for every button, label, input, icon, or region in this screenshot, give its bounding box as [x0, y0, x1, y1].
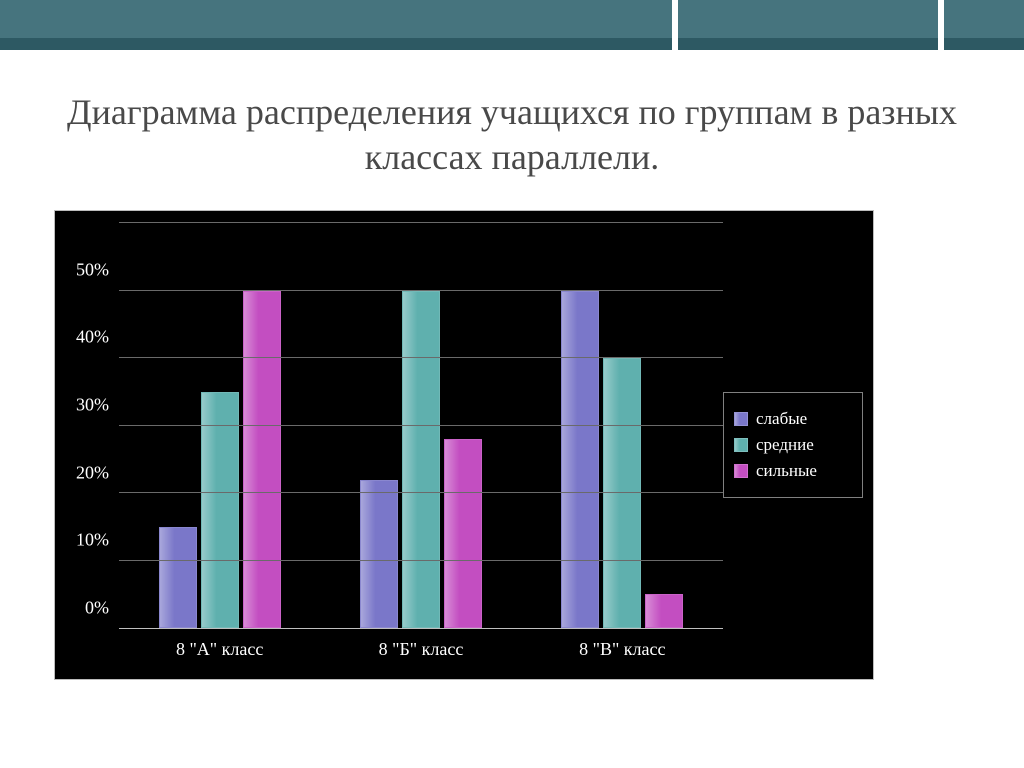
chart-frame: 0%10%20%30%40%50%60% 8 "А" класс8 "Б" кл…: [54, 210, 874, 680]
header-band: [0, 0, 1024, 50]
x-tick-label: 8 "А" класс: [145, 639, 295, 660]
chart-body: 0%10%20%30%40%50%60% 8 "А" класс8 "Б" кл…: [55, 211, 873, 679]
legend-label: средние: [756, 435, 814, 455]
y-axis: 0%10%20%30%40%50%60%: [55, 211, 119, 679]
legend-item: средние: [734, 435, 852, 455]
plot-wrap: 8 "А" класс 8 "Б" класс 8 "В" класс: [119, 211, 723, 679]
y-tick-label: 30%: [76, 395, 109, 416]
bar: [201, 392, 239, 628]
x-tick-label: 8 "В" класс: [547, 639, 697, 660]
legend-box: слабые средние сильные: [723, 392, 863, 498]
legend-label: сильные: [756, 461, 817, 481]
legend: слабые средние сильные: [723, 211, 873, 679]
page-title: Диаграмма распределения учащихся по груп…: [50, 90, 974, 180]
gridline: [119, 290, 723, 291]
legend-label: слабые: [756, 409, 807, 429]
y-tick-label: 0%: [85, 598, 109, 619]
gridline: [119, 357, 723, 358]
bar-group: [561, 223, 683, 628]
band-segment: [0, 38, 672, 50]
gridline: [119, 425, 723, 426]
y-tick-label: 50%: [76, 259, 109, 280]
bar-groups: [119, 223, 723, 628]
legend-swatch: [734, 438, 748, 452]
band-segment: [678, 38, 938, 50]
bar: [444, 439, 482, 628]
bar: [645, 594, 683, 628]
y-tick-label: 20%: [76, 462, 109, 483]
bar-group: [360, 223, 482, 628]
plot-area: [119, 223, 723, 629]
legend-item: слабые: [734, 409, 852, 429]
legend-item: сильные: [734, 461, 852, 481]
legend-swatch: [734, 412, 748, 426]
gridline: [119, 560, 723, 561]
y-tick-label: 40%: [76, 327, 109, 348]
bar: [360, 480, 398, 629]
bar: [402, 291, 440, 629]
x-tick-label: 8 "Б" класс: [346, 639, 496, 660]
slide-body: Диаграмма распределения учащихся по груп…: [0, 50, 1024, 710]
x-axis: 8 "А" класс 8 "Б" класс 8 "В" класс: [119, 629, 723, 671]
bar: [561, 291, 599, 629]
band-segment: [944, 38, 1024, 50]
bar: [243, 291, 281, 629]
gridline: [119, 492, 723, 493]
bar-group: [159, 223, 281, 628]
legend-swatch: [734, 464, 748, 478]
bar: [159, 527, 197, 628]
y-tick-label: 10%: [76, 530, 109, 551]
y-tick-label: 60%: [76, 192, 109, 213]
gridline: [119, 222, 723, 223]
